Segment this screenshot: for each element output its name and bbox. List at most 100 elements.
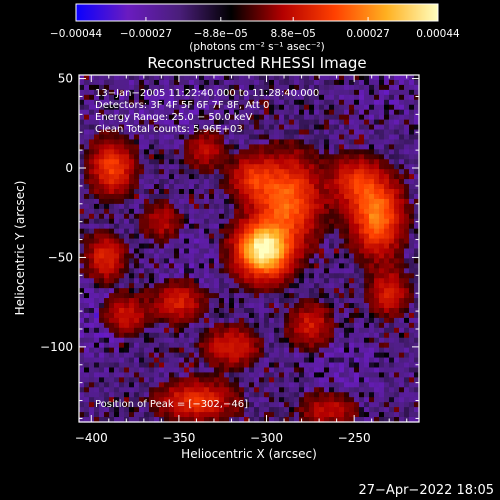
heatmap-cell (149, 104, 155, 111)
heatmap-cell (389, 75, 395, 81)
heatmap-cell (89, 75, 95, 81)
heatmap-cell (119, 278, 125, 284)
heatmap-cell (314, 149, 320, 155)
heatmap-cell (244, 154, 250, 160)
heatmap-cell (339, 208, 345, 215)
heatmap-cell (314, 362, 320, 369)
heatmap-cell (219, 84, 225, 91)
heatmap-cell (184, 99, 190, 106)
heatmap-cell (194, 119, 200, 126)
heatmap-cell (294, 208, 300, 215)
heatmap-cell (104, 84, 110, 91)
heatmap-cell (119, 263, 125, 269)
heatmap-cell (149, 273, 155, 279)
heatmap-cell (409, 129, 415, 136)
heatmap-cell (114, 248, 120, 255)
heatmap-cell (109, 89, 115, 96)
heatmap-cell (249, 203, 255, 210)
heatmap-cell (94, 94, 100, 101)
heatmap-cell (159, 243, 165, 250)
heatmap-cell (239, 372, 245, 378)
heatmap-cell (139, 119, 145, 126)
heatmap-cell (79, 149, 85, 155)
heatmap-cell (359, 84, 365, 91)
heatmap-cell (124, 193, 130, 200)
heatmap-cell (384, 312, 390, 319)
heatmap-cell (104, 253, 110, 260)
heatmap-cell (344, 228, 350, 235)
heatmap-cell (249, 129, 255, 136)
heatmap-cell (129, 312, 135, 319)
heatmap-cell (119, 124, 125, 131)
heatmap-cell (319, 382, 325, 388)
heatmap-cell (329, 208, 335, 215)
heatmap-cell (194, 303, 200, 309)
heatmap-cell (234, 154, 240, 160)
heatmap-cell (104, 184, 110, 190)
heatmap-cell (89, 412, 95, 418)
heatmap-cell (244, 193, 250, 200)
heatmap-cell (119, 233, 125, 240)
heatmap-cell (389, 114, 395, 121)
heatmap-cell (299, 397, 305, 403)
heatmap-cell (179, 174, 185, 180)
heatmap-cell (229, 119, 235, 126)
heatmap-cell (184, 114, 190, 121)
heatmap-cell (154, 397, 160, 403)
heatmap-cell (154, 203, 160, 210)
heatmap-cell (124, 407, 130, 413)
heatmap-cell (304, 412, 310, 418)
heatmap-cell (354, 317, 360, 324)
heatmap-cell (394, 198, 400, 205)
heatmap-cell (214, 273, 220, 279)
heatmap-cell (119, 75, 125, 81)
heatmap-cell (249, 134, 255, 141)
heatmap-cell (369, 243, 375, 250)
heatmap-cell (124, 159, 130, 165)
heatmap-cell (149, 372, 155, 378)
heatmap-cell (184, 203, 190, 210)
heatmap-cell (334, 288, 340, 294)
heatmap-cell (214, 104, 220, 111)
heatmap-cell (119, 189, 125, 195)
heatmap-cell (259, 243, 265, 250)
heatmap-cell (124, 372, 130, 378)
heatmap-cell (394, 218, 400, 225)
heatmap-cell (344, 283, 350, 289)
heatmap-cell (384, 407, 390, 413)
heatmap-cell (139, 283, 145, 289)
heatmap-cell (284, 283, 290, 289)
heatmap-cell (269, 144, 275, 150)
heatmap-cell (269, 288, 275, 294)
heatmap-cell (319, 139, 325, 145)
heatmap-cell (324, 372, 330, 378)
heatmap-cell (124, 89, 130, 96)
heatmap-cell (139, 218, 145, 225)
heatmap-cell (279, 109, 285, 116)
heatmap-cell (194, 263, 200, 269)
heatmap-cell (149, 278, 155, 284)
heatmap-cell (279, 382, 285, 388)
heatmap-cell (344, 407, 350, 413)
heatmap-cell (94, 268, 100, 274)
heatmap-cell (314, 307, 320, 314)
heatmap-cell (239, 233, 245, 240)
heatmap-cell (289, 382, 295, 388)
heatmap-cell (254, 278, 260, 284)
heatmap-cell (179, 144, 185, 150)
heatmap-cell (384, 159, 390, 165)
heatmap-cell (209, 392, 215, 398)
heatmap-cell (289, 392, 295, 398)
heatmap-cell (399, 317, 405, 324)
heatmap-cell (259, 387, 265, 393)
heatmap-cell (294, 228, 300, 235)
heatmap-cell (139, 347, 145, 354)
heatmap-cell (99, 327, 105, 334)
heatmap-cell (269, 124, 275, 131)
heatmap-cell (159, 342, 165, 349)
heatmap-cell (189, 144, 195, 150)
heatmap-cell (249, 298, 255, 304)
heatmap-cell (159, 303, 165, 309)
heatmap-cell (99, 193, 105, 200)
heatmap-cell (219, 243, 225, 250)
